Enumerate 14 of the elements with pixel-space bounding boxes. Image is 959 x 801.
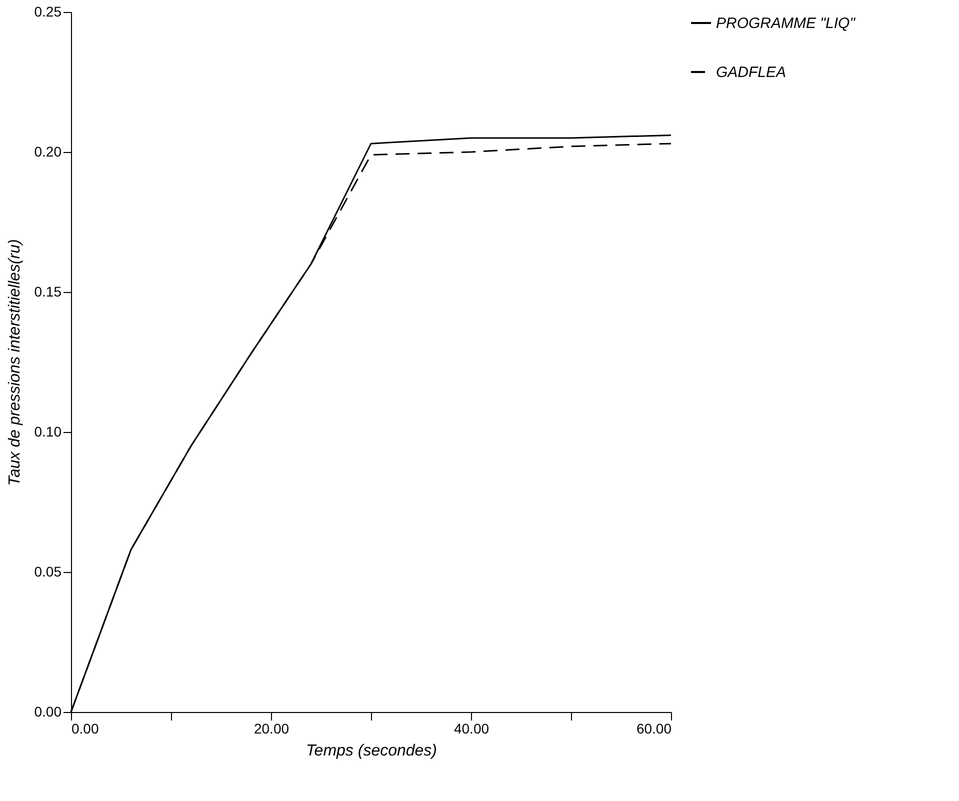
x-axis-title: Temps (secondes) bbox=[306, 742, 438, 760]
x-tick-label: 20.00 bbox=[254, 720, 290, 736]
y-tick-label: 0.25 bbox=[34, 4, 62, 20]
y-tick-label: 0.05 bbox=[34, 564, 62, 580]
y-axis-title: Taux de pressions interstitielles(ru) bbox=[6, 239, 24, 486]
x-tick-label: 40.00 bbox=[454, 720, 490, 736]
y-tick-label: 0.15 bbox=[34, 284, 62, 300]
x-tick-label: 60.00 bbox=[636, 720, 672, 736]
y-tick-label: 0.10 bbox=[34, 424, 62, 440]
x-tick-label: 0.00 bbox=[72, 720, 99, 736]
y-tick-label: 0.00 bbox=[34, 704, 62, 720]
legend-label: GADFLEA bbox=[716, 64, 786, 81]
legend-label: PROGRAMME "LIQ" bbox=[716, 15, 856, 32]
y-tick-label: 0.20 bbox=[34, 144, 62, 160]
